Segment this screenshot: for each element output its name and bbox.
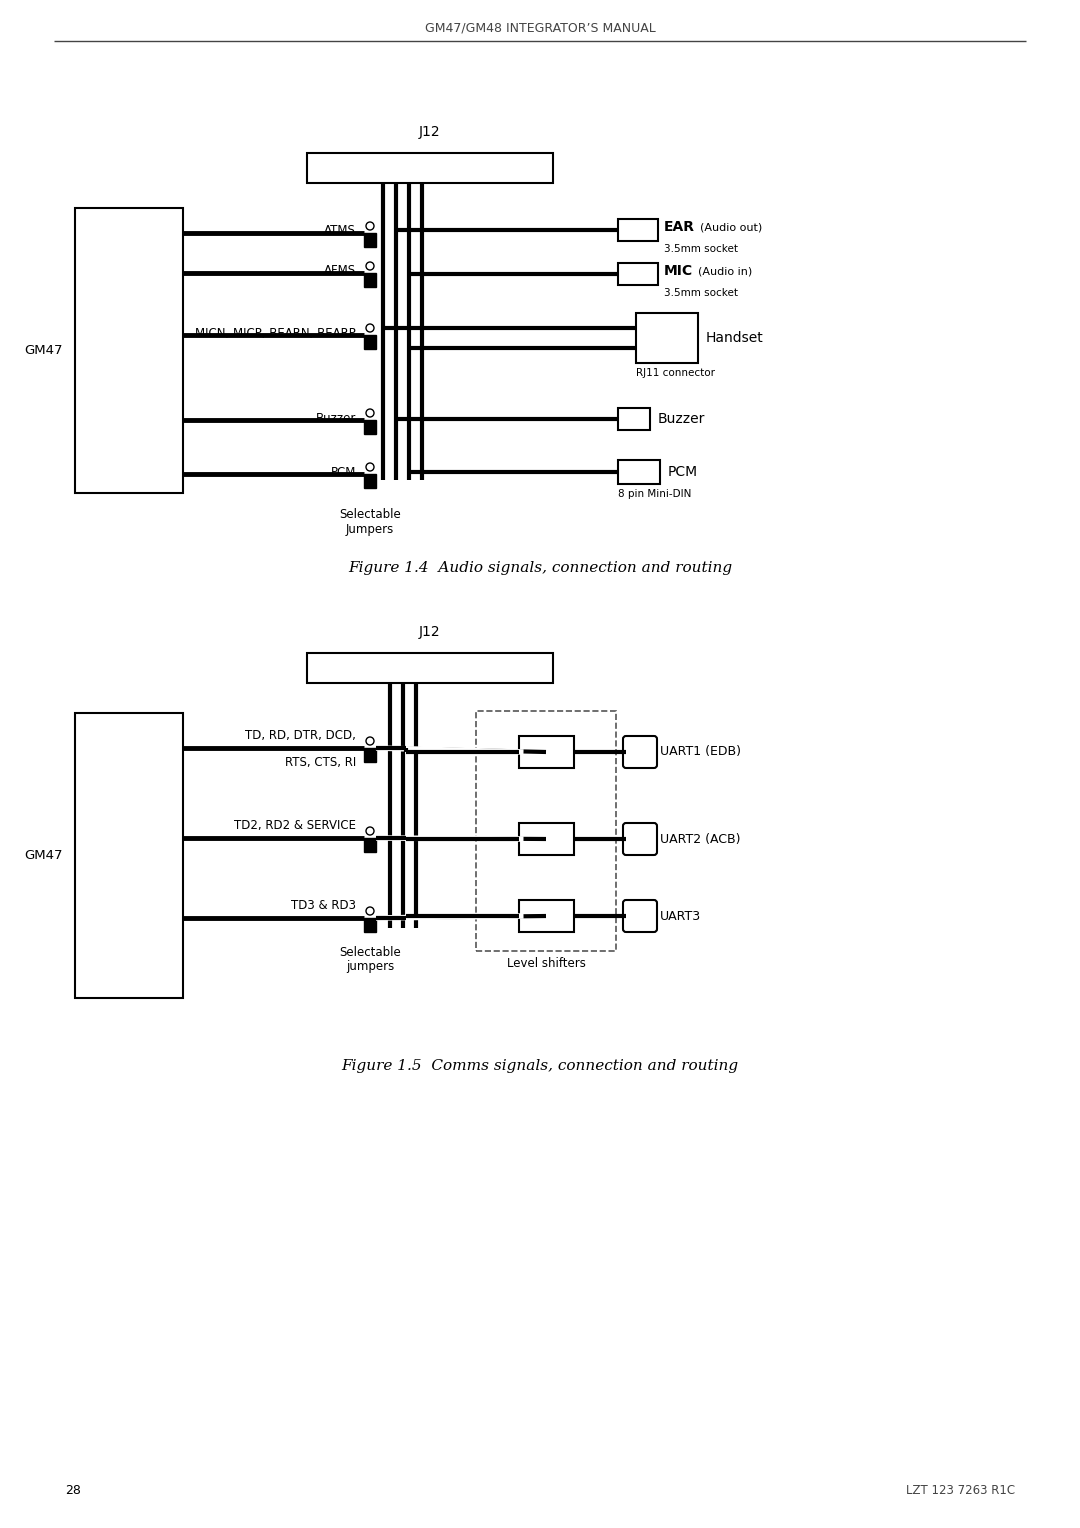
Text: ATMS: ATMS bbox=[324, 225, 356, 237]
Text: GM47/GM48 INTEGRATOR’S MANUAL: GM47/GM48 INTEGRATOR’S MANUAL bbox=[424, 21, 656, 35]
Text: UART1 (EDB): UART1 (EDB) bbox=[660, 746, 741, 758]
Text: LZT 123 7263 R1C: LZT 123 7263 R1C bbox=[906, 1484, 1015, 1496]
Text: EAR: EAR bbox=[664, 220, 696, 234]
Circle shape bbox=[366, 410, 374, 417]
Text: TD3 & RD3: TD3 & RD3 bbox=[291, 898, 356, 912]
FancyBboxPatch shape bbox=[623, 900, 657, 932]
Text: Buzzer: Buzzer bbox=[315, 411, 356, 425]
Bar bbox=[307, 153, 553, 183]
Circle shape bbox=[366, 222, 374, 231]
Text: Handset: Handset bbox=[706, 332, 764, 345]
Text: Selectable: Selectable bbox=[339, 946, 401, 960]
Bar bbox=[364, 918, 376, 932]
Text: TD2, RD2 & SERVICE: TD2, RD2 & SERVICE bbox=[234, 819, 356, 833]
Bar bbox=[364, 837, 376, 853]
Text: RJ11 connector: RJ11 connector bbox=[636, 368, 715, 377]
Bar bbox=[518, 900, 573, 932]
Bar bbox=[364, 420, 376, 434]
Text: Level shifters: Level shifters bbox=[507, 957, 585, 970]
Text: Jumpers: Jumpers bbox=[346, 523, 394, 536]
Bar bbox=[75, 208, 183, 494]
Text: GM47: GM47 bbox=[25, 344, 63, 358]
Text: 28: 28 bbox=[65, 1484, 81, 1496]
Text: (Audio out): (Audio out) bbox=[700, 222, 762, 232]
Circle shape bbox=[366, 463, 374, 471]
Text: Selectable: Selectable bbox=[339, 507, 401, 521]
Circle shape bbox=[366, 736, 374, 746]
Text: 8 pin Mini-DIN: 8 pin Mini-DIN bbox=[618, 489, 691, 500]
Text: Figure 1.5  Comms signals, connection and routing: Figure 1.5 Comms signals, connection and… bbox=[341, 1059, 739, 1073]
Bar bbox=[364, 335, 376, 348]
Bar bbox=[364, 274, 376, 287]
Text: Buzzer: Buzzer bbox=[658, 413, 705, 426]
Bar bbox=[364, 474, 376, 487]
Bar bbox=[518, 736, 573, 769]
Text: 3.5mm socket: 3.5mm socket bbox=[664, 287, 738, 298]
Circle shape bbox=[366, 324, 374, 332]
Bar bbox=[636, 313, 698, 364]
Text: RTS, CTS, RI: RTS, CTS, RI bbox=[285, 756, 356, 769]
Bar bbox=[75, 714, 183, 998]
Bar bbox=[364, 232, 376, 248]
Bar bbox=[476, 711, 616, 950]
Text: UART3: UART3 bbox=[660, 909, 701, 923]
Text: UART2 (ACB): UART2 (ACB) bbox=[660, 833, 741, 845]
Bar bbox=[618, 219, 658, 241]
Text: AFMS: AFMS bbox=[324, 264, 356, 278]
Bar bbox=[618, 263, 658, 286]
Text: 3.5mm socket: 3.5mm socket bbox=[664, 244, 738, 254]
Bar bbox=[364, 749, 376, 762]
FancyBboxPatch shape bbox=[623, 736, 657, 769]
Text: MICN, MICP, BEARN, BEARP: MICN, MICP, BEARN, BEARP bbox=[195, 327, 356, 339]
Text: Figure 1.4  Audio signals, connection and routing: Figure 1.4 Audio signals, connection and… bbox=[348, 561, 732, 575]
Text: PCM: PCM bbox=[669, 465, 698, 478]
Text: TD, RD, DTR, DCD,: TD, RD, DTR, DCD, bbox=[245, 729, 356, 743]
Text: J12: J12 bbox=[419, 125, 441, 139]
Text: GM47: GM47 bbox=[25, 850, 63, 862]
Bar bbox=[618, 460, 660, 484]
Circle shape bbox=[366, 261, 374, 270]
Text: PCM: PCM bbox=[330, 466, 356, 478]
Text: jumpers: jumpers bbox=[346, 960, 394, 973]
Text: J12: J12 bbox=[419, 625, 441, 639]
Bar bbox=[307, 652, 553, 683]
Bar bbox=[618, 408, 650, 429]
FancyBboxPatch shape bbox=[623, 824, 657, 856]
Circle shape bbox=[366, 827, 374, 834]
Circle shape bbox=[366, 908, 374, 915]
Text: (Audio in): (Audio in) bbox=[698, 266, 753, 277]
Text: MIC: MIC bbox=[664, 264, 693, 278]
Bar bbox=[518, 824, 573, 856]
